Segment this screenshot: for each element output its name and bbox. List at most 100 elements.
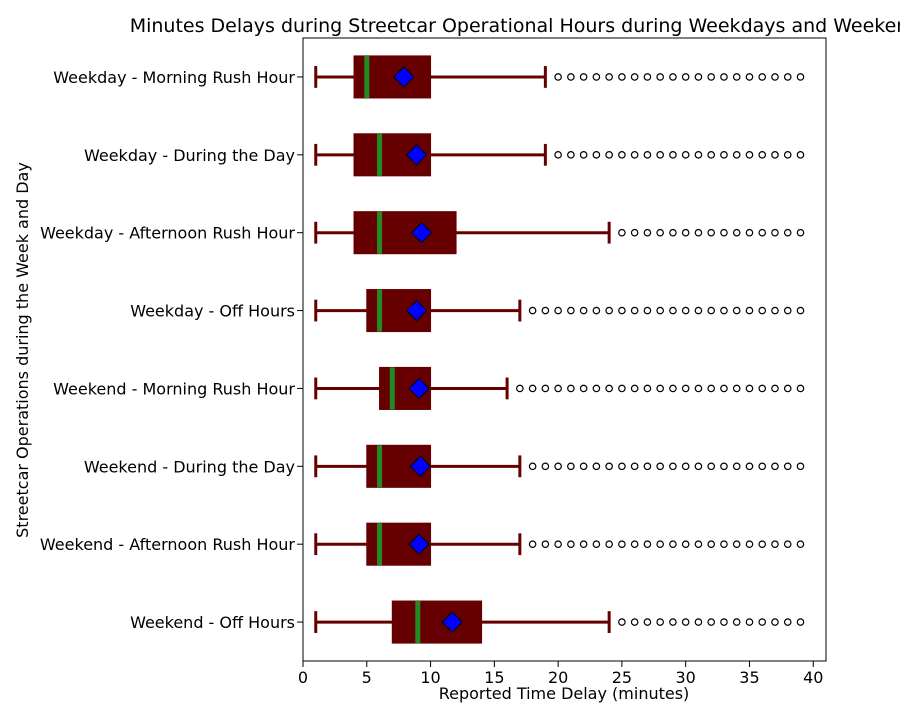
outlier-point xyxy=(656,151,664,159)
outlier-point xyxy=(732,540,741,548)
x-axis: 0 5 10 15 20 25 30 35 40 xyxy=(298,661,823,687)
outlier-point xyxy=(796,618,805,626)
y-tick-label: Weekday - During the Day xyxy=(84,146,295,165)
outlier-point xyxy=(745,151,754,159)
outlier-point xyxy=(694,151,703,159)
outlier-point xyxy=(771,384,779,393)
boxes-layer xyxy=(314,55,805,644)
outlier-point xyxy=(758,306,767,315)
chart-title: Minutes Delays during Streetcar Operatio… xyxy=(130,15,900,37)
outlier-point xyxy=(541,384,550,393)
outlier-point xyxy=(694,384,703,393)
outlier-point xyxy=(758,462,767,471)
outlier-point xyxy=(707,540,715,548)
outlier-point xyxy=(796,151,805,159)
outlier-point xyxy=(783,540,792,548)
outlier-point xyxy=(720,462,728,471)
outlier-point xyxy=(694,540,703,548)
outlier-point xyxy=(720,228,728,237)
outlier-point xyxy=(707,73,715,81)
outlier-point xyxy=(758,73,767,81)
outlier-point xyxy=(681,462,690,471)
outlier-point xyxy=(579,462,588,471)
outlier-point xyxy=(681,151,690,159)
outlier-point xyxy=(618,73,626,81)
outlier-point xyxy=(694,462,703,471)
outlier-point xyxy=(758,151,767,159)
outlier-point xyxy=(796,73,805,81)
outlier-point xyxy=(643,228,652,237)
mean-marker xyxy=(405,299,428,322)
outlier-point xyxy=(643,540,652,548)
outlier-point xyxy=(579,73,588,81)
outlier-point xyxy=(783,462,792,471)
outlier-point xyxy=(681,384,690,393)
outlier-point xyxy=(643,462,652,471)
outlier-point xyxy=(732,384,741,393)
outlier-point xyxy=(745,384,754,393)
x-tick-label: 0 xyxy=(298,668,308,687)
outlier-point xyxy=(681,618,690,626)
x-tick-label: 20 xyxy=(548,668,568,687)
outlier-point xyxy=(630,384,639,393)
outlier-point xyxy=(605,306,613,315)
outlier-point xyxy=(707,618,715,626)
y-tick-label: Weekend - Off Hours xyxy=(130,613,295,632)
outlier-point xyxy=(630,73,639,81)
outlier-point xyxy=(630,618,639,626)
mean-marker xyxy=(405,144,428,166)
outlier-point xyxy=(720,384,728,393)
outlier-point xyxy=(643,73,652,81)
outlier-point xyxy=(732,151,741,159)
outlier-point xyxy=(745,306,754,315)
outlier-point xyxy=(567,540,575,548)
y-axis-label: Streetcar Operations during the Week and… xyxy=(13,162,32,538)
box-group xyxy=(314,133,805,177)
outlier-point xyxy=(592,462,601,471)
outlier-point xyxy=(694,618,703,626)
x-tick-label: 15 xyxy=(484,668,504,687)
outlier-point xyxy=(771,306,779,315)
outlier-point xyxy=(771,73,779,81)
outlier-point xyxy=(758,540,767,548)
x-tick-label: 35 xyxy=(739,668,759,687)
outlier-point xyxy=(707,228,715,237)
outlier-point xyxy=(669,384,677,393)
outlier-point xyxy=(528,462,537,471)
outlier-point xyxy=(771,151,779,159)
x-tick-label: 10 xyxy=(420,668,440,687)
outlier-point xyxy=(656,306,664,315)
outlier-point xyxy=(592,73,601,81)
outlier-point xyxy=(567,462,575,471)
x-axis-label: Reported Time Delay (minutes) xyxy=(439,684,690,703)
outlier-point xyxy=(669,306,677,315)
outlier-point xyxy=(554,151,562,159)
y-tick-label: Weekend - During the Day xyxy=(84,457,295,476)
outlier-point xyxy=(554,384,562,393)
box-group xyxy=(314,289,805,333)
outlier-point xyxy=(554,462,562,471)
outlier-point xyxy=(579,306,588,315)
y-tick-label: Weekend - Afternoon Rush Hour xyxy=(40,535,296,554)
outlier-point xyxy=(783,228,792,237)
outlier-point xyxy=(541,540,550,548)
outlier-point xyxy=(720,306,728,315)
outlier-point xyxy=(745,540,754,548)
outlier-point xyxy=(796,306,805,315)
mean-marker xyxy=(441,611,463,633)
outlier-point xyxy=(783,151,792,159)
outlier-point xyxy=(745,228,754,237)
outlier-point xyxy=(783,73,792,81)
outlier-point xyxy=(567,151,575,159)
outlier-point xyxy=(605,462,613,471)
outlier-point xyxy=(707,151,715,159)
outlier-point xyxy=(771,228,779,237)
outlier-point xyxy=(567,73,575,81)
outlier-point xyxy=(669,462,677,471)
outlier-point xyxy=(720,618,728,626)
outlier-point xyxy=(618,384,626,393)
outlier-point xyxy=(605,540,613,548)
mean-marker xyxy=(408,377,430,400)
outlier-point xyxy=(796,540,805,548)
outlier-point xyxy=(656,462,664,471)
